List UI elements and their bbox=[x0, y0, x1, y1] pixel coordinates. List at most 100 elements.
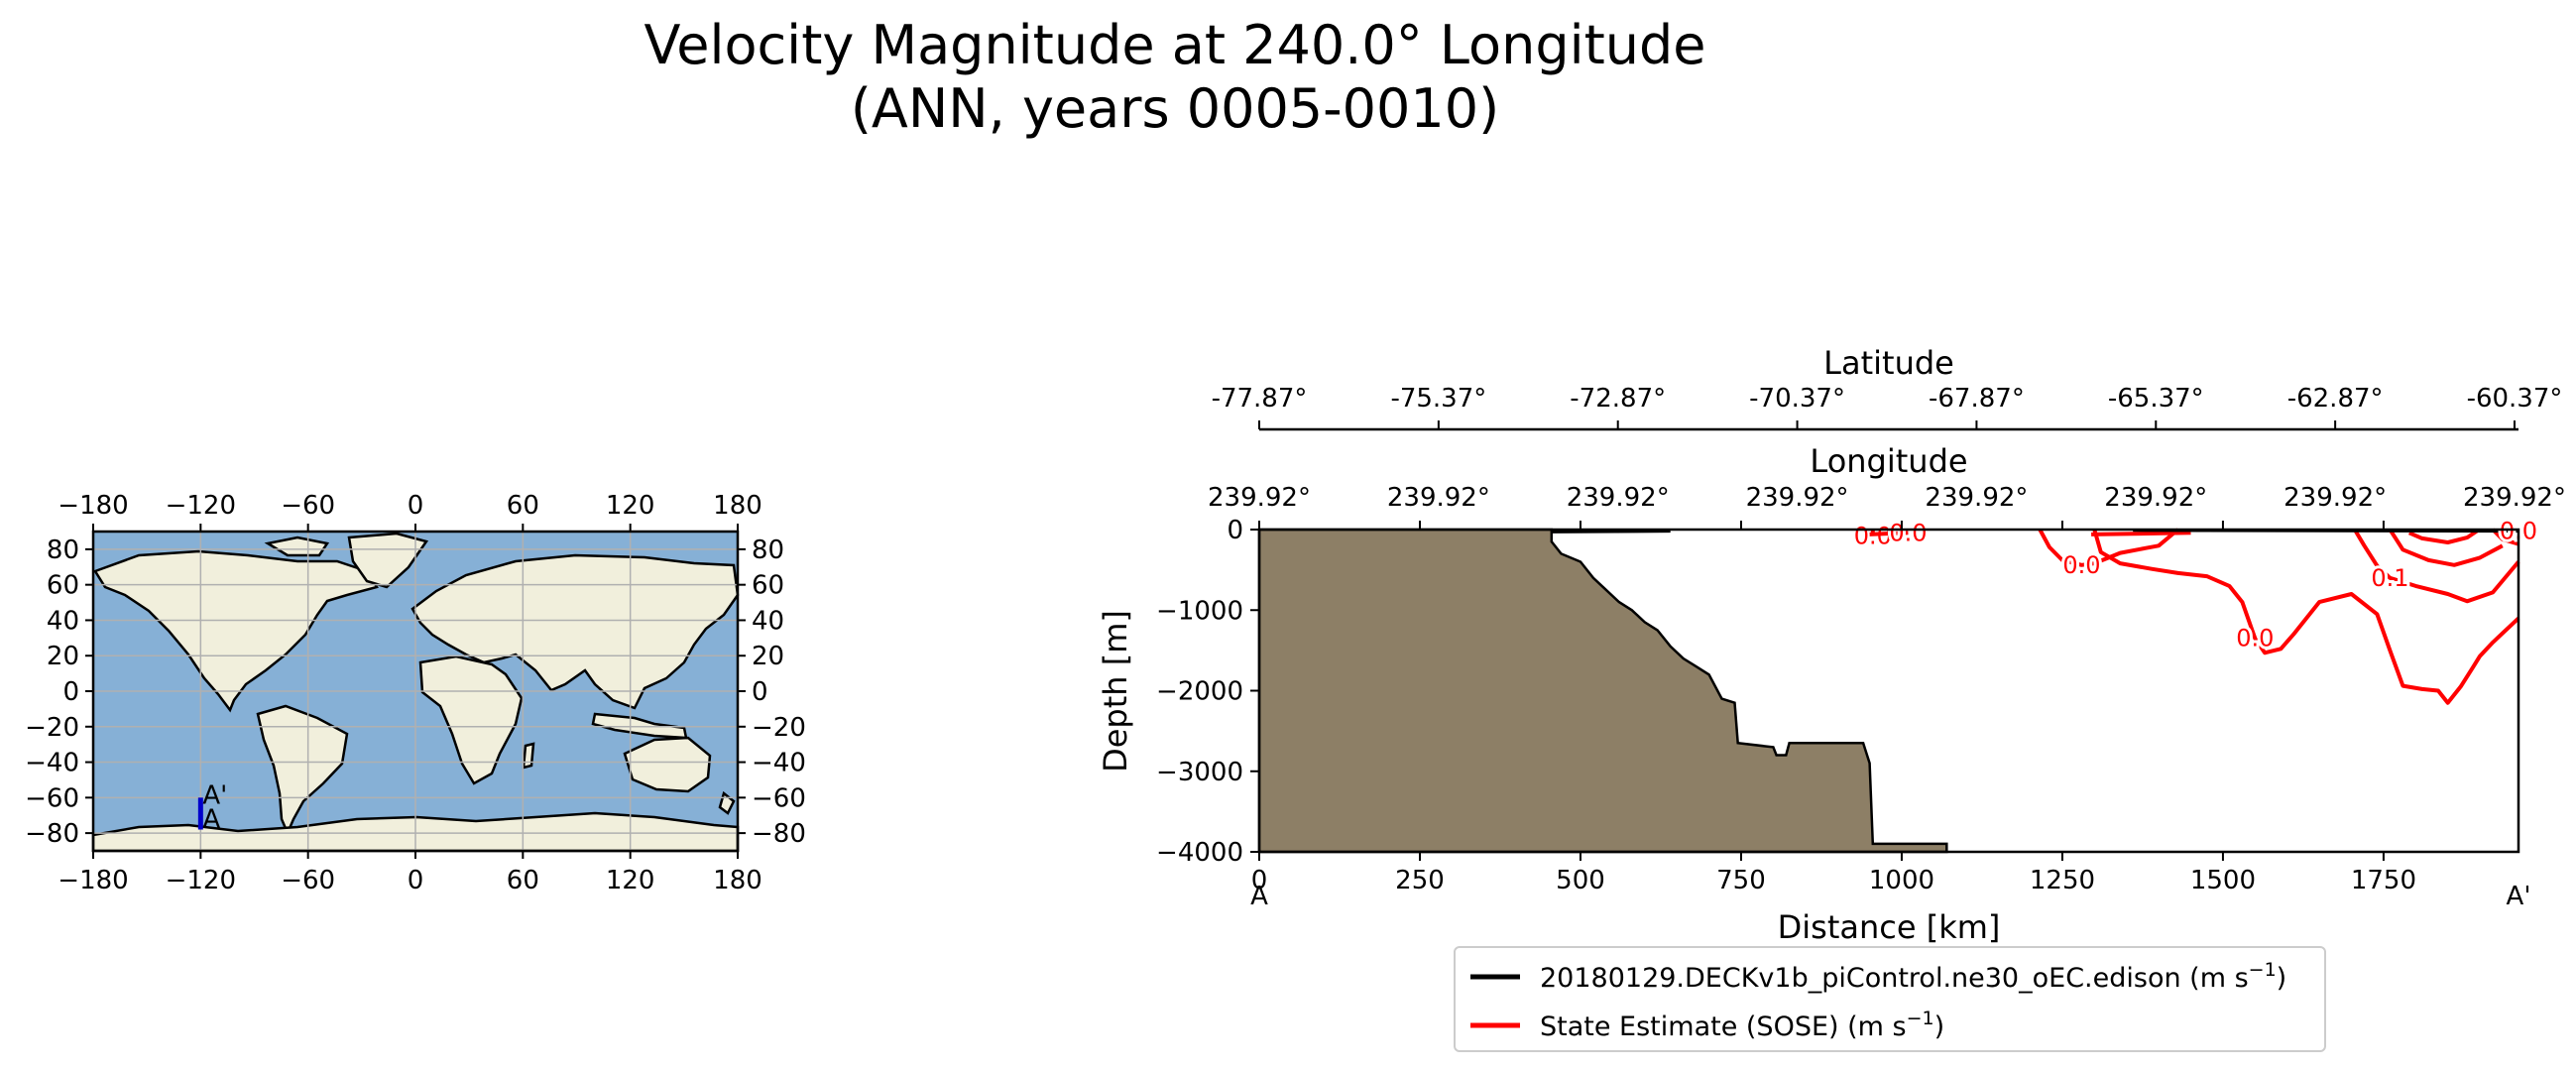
land-north-america bbox=[93, 549, 379, 713]
map-ytick-label-right: −40 bbox=[752, 749, 806, 778]
x-tick-label: 250 bbox=[1395, 866, 1445, 895]
longitude-tick-label: 239.92° bbox=[1208, 483, 1311, 513]
land-madagascar bbox=[522, 742, 535, 770]
map-ytick-label-right: 20 bbox=[752, 642, 784, 671]
transect-start-label: A bbox=[202, 805, 220, 835]
contour-label: 0.1 bbox=[2371, 564, 2408, 592]
longitude-tick-label: 239.92° bbox=[1925, 483, 2028, 513]
obs-contour bbox=[2038, 528, 2179, 567]
x-tick-label: 500 bbox=[1556, 866, 1605, 895]
map-xtick-label-top: 120 bbox=[606, 491, 655, 521]
map-xtick-label-bottom: −180 bbox=[58, 866, 128, 895]
map-ytick-label-right: −60 bbox=[752, 783, 806, 813]
obs-contour bbox=[2091, 531, 2191, 536]
map-ytick-label-right: 0 bbox=[752, 677, 768, 707]
map-ytick-label-left: −20 bbox=[25, 713, 79, 743]
latitude-tick-label: -62.87° bbox=[2287, 384, 2384, 414]
y-tick-label: −2000 bbox=[1156, 677, 1243, 707]
map-xtick-label-top: −180 bbox=[58, 491, 128, 521]
map-xtick-label-bottom: 180 bbox=[713, 866, 762, 895]
y-tick-label: 0 bbox=[1227, 516, 1243, 545]
land-south-america bbox=[256, 704, 349, 837]
legend-label-model: 20180129.DECKv1b_piControl.ne30_oEC.edis… bbox=[1540, 959, 2286, 994]
x-tick-label: 1250 bbox=[2030, 866, 2095, 895]
map-xtick-label-top: 0 bbox=[408, 491, 424, 521]
map-ytick-label-left: 80 bbox=[47, 536, 79, 565]
longitude-tick-label: 239.92° bbox=[2463, 483, 2566, 513]
y-tick-label: −1000 bbox=[1156, 596, 1243, 626]
map-xtick-label-bottom: 120 bbox=[606, 866, 655, 895]
longitude-ticks: 239.92° 239.92° 239.92° 239.92° 239.92° 239.9… bbox=[1208, 483, 2566, 513]
map-ytick-label-left: 40 bbox=[47, 606, 79, 636]
map-xtick-label-bottom: 0 bbox=[408, 866, 424, 895]
longitude-tick-label: 239.92° bbox=[2283, 483, 2387, 513]
land-indonesia bbox=[591, 712, 688, 740]
obs-contour bbox=[1869, 531, 1909, 536]
world-map-inset: A A' −180 −180 −120 −120 −60 −60 0 0 60 60 120 120 1… bbox=[25, 491, 806, 895]
y-axis-label: Depth [m] bbox=[1097, 610, 1134, 773]
obs-contour bbox=[2092, 529, 2520, 705]
legend-label-obs: State Estimate (SOSE) (m s−1) bbox=[1540, 1008, 1944, 1042]
latitude-tick-label: -65.37° bbox=[2108, 384, 2204, 414]
map-xtick-label-bottom: −60 bbox=[281, 866, 335, 895]
model-contour bbox=[1551, 530, 1671, 534]
map-ytick-label-left: 0 bbox=[62, 677, 79, 707]
map-xtick-label-top: 180 bbox=[713, 491, 762, 521]
endpoint-label-a: A bbox=[1250, 882, 1268, 911]
latitude-tick-label: -72.87° bbox=[1570, 384, 1666, 414]
map-tick-labels: −180 −180 −120 −120 −60 −60 0 0 60 60 120 120 180 180… bbox=[25, 491, 806, 895]
map-xtick-label-top: 60 bbox=[507, 491, 539, 521]
map-xtick-label-bottom: −120 bbox=[166, 866, 236, 895]
contour-label: 0.0 bbox=[2236, 625, 2274, 653]
x-tick-label: 1000 bbox=[1869, 866, 1934, 895]
obs-contour bbox=[2491, 528, 2519, 546]
contour-label: 0.0 bbox=[1854, 523, 1892, 550]
endpoint-label-a-prime: A' bbox=[2507, 882, 2531, 911]
latitude-ticks: -77.87° -75.37° -72.87° -70.37° -67.87° -65.3… bbox=[1212, 384, 2563, 429]
contour-label: 0.0 bbox=[1889, 519, 1927, 546]
latitude-axis-label: Latitude bbox=[1823, 344, 1954, 382]
x-tick-label: 1750 bbox=[2351, 866, 2416, 895]
map-ytick-label-right: 60 bbox=[752, 571, 784, 601]
x-tick-label: 750 bbox=[1716, 866, 1766, 895]
x-tick-label: 1500 bbox=[2190, 866, 2256, 895]
figure-title-line2: (ANN, years 0005-0010) bbox=[851, 77, 1499, 140]
x-tick-label: 0 bbox=[1251, 866, 1268, 895]
y-tick-label: −3000 bbox=[1156, 758, 1243, 787]
legend: 20180129.DECKv1b_piControl.ne30_oEC.edis… bbox=[1454, 946, 2326, 1052]
map-ytick-label-left: 20 bbox=[47, 642, 79, 671]
map-xtick-label-top: −120 bbox=[166, 491, 236, 521]
obs-contour bbox=[2353, 528, 2520, 604]
transect-end-label: A' bbox=[202, 780, 227, 810]
longitude-tick-label: 239.92° bbox=[1387, 483, 1490, 513]
map-ytick-label-left: −60 bbox=[25, 783, 79, 813]
map-ytick-label-left: 60 bbox=[47, 571, 79, 601]
map-ytick-label-right: 40 bbox=[752, 606, 784, 636]
land-greenland bbox=[347, 532, 429, 589]
land-africa bbox=[418, 654, 524, 785]
legend-box bbox=[1454, 946, 2326, 1052]
latitude-tick-label: -75.37° bbox=[1390, 384, 1486, 414]
transect-panel: 0.00.00.00.00.10.0 0 250 500 750 1000 1250 150… bbox=[1097, 344, 2566, 946]
map-xtick-label-bottom: 60 bbox=[507, 866, 539, 895]
panel-ticks: 0 250 500 750 1000 1250 1500 1750 0 −1000 −2000 −30… bbox=[1156, 516, 2416, 895]
map-ytick-label-left: −80 bbox=[25, 819, 79, 849]
latitude-tick-label: -67.87° bbox=[1929, 384, 2025, 414]
latitude-tick-label: -60.37° bbox=[2467, 384, 2563, 414]
obs-contour bbox=[2388, 528, 2504, 567]
y-tick-label: −4000 bbox=[1156, 838, 1243, 868]
bathymetry-fill bbox=[1257, 528, 1948, 854]
map-xtick-label-top: −60 bbox=[281, 491, 335, 521]
latitude-tick-label: -70.37° bbox=[1749, 384, 1845, 414]
figure-title-line1: Velocity Magnitude at 240.0° Longitude bbox=[644, 14, 1705, 76]
map-ytick-label-right: −20 bbox=[752, 713, 806, 743]
longitude-tick-label: 239.92° bbox=[2104, 483, 2207, 513]
x-axis-label: Distance [km] bbox=[1778, 908, 2001, 946]
land-australia bbox=[623, 736, 712, 793]
latitude-tick-label: -77.87° bbox=[1212, 384, 1308, 414]
longitude-axis-label: Longitude bbox=[1810, 442, 1967, 480]
obs-contour bbox=[2408, 529, 2479, 544]
longitude-tick-label: 239.92° bbox=[1567, 483, 1670, 513]
map-ytick-label-right: −80 bbox=[752, 819, 806, 849]
